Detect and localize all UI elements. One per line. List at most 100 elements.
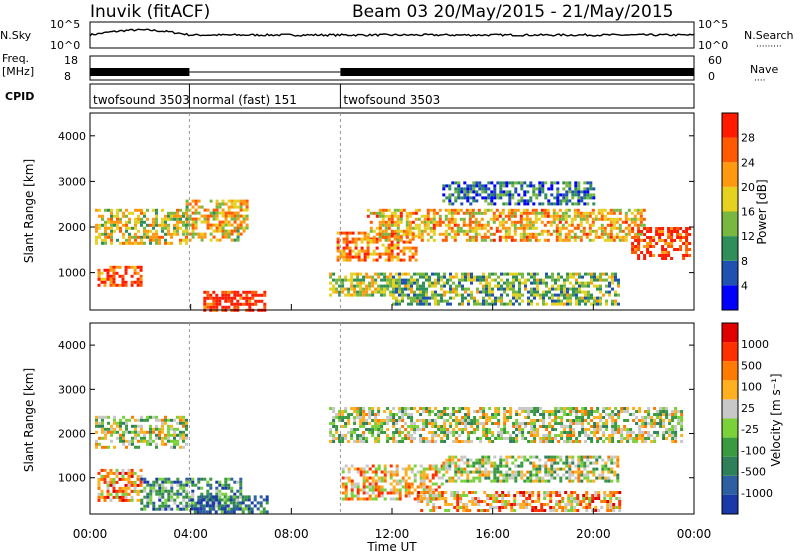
echo-cell [543, 503, 547, 506]
echo-cell [463, 181, 467, 185]
echo-cell [425, 440, 429, 443]
echo-cell [635, 416, 639, 419]
echo-cell [118, 495, 122, 499]
echo-cell [506, 419, 510, 422]
echo-cell [428, 296, 431, 300]
echo-cell [196, 507, 200, 511]
echo-cell [193, 507, 197, 511]
echo-cell [478, 461, 482, 465]
echo-cell [587, 290, 590, 294]
echo-cell [474, 503, 478, 506]
echo-cell [124, 280, 128, 284]
echo-cell [534, 509, 538, 512]
echo-cell [577, 473, 581, 477]
echo-cell [504, 214, 508, 218]
echo-cell [537, 238, 541, 242]
echo-cell [534, 214, 538, 218]
echo-cell [658, 236, 662, 239]
echo-cell [441, 497, 445, 500]
echo-cell [107, 226, 110, 230]
echo-cell [512, 284, 515, 288]
echo-cell [428, 431, 432, 434]
echo-cell [569, 428, 573, 431]
echo-cell [595, 461, 599, 465]
echo-cell [146, 418, 149, 422]
echo-cell [359, 278, 363, 282]
echo-cell [580, 473, 584, 477]
echo-cell [392, 497, 396, 501]
echo-cell [609, 232, 613, 236]
echo-cell [251, 302, 255, 306]
echo-cell [536, 281, 539, 285]
echo-cell [614, 290, 617, 294]
echo-cell [245, 208, 249, 212]
echo-cell [263, 293, 267, 297]
echo-cell [429, 226, 433, 230]
echo-cell [236, 211, 240, 215]
echo-cell [362, 410, 366, 413]
echo-cell [642, 217, 646, 221]
echo-cell [140, 211, 143, 215]
echo-cell [618, 217, 622, 221]
echo-cell [671, 425, 675, 428]
colorbar-tick-label: -500 [741, 466, 766, 479]
echo-cell [564, 238, 568, 242]
echo-cell [444, 238, 448, 242]
echo-cell [505, 190, 509, 194]
echo-cell [671, 410, 675, 413]
echo-cell [101, 214, 104, 218]
echo-cell [641, 422, 645, 425]
echo-cell [365, 440, 369, 443]
echo-cell [518, 290, 521, 294]
echo-cell [562, 187, 566, 191]
echo-cell [596, 428, 600, 431]
echo-cell [553, 458, 557, 462]
echo-cell [345, 234, 349, 238]
echo-cell [410, 290, 413, 294]
echo-cell [443, 272, 446, 276]
echo-cell [416, 428, 420, 431]
echo-cell [426, 497, 430, 500]
echo-cell [401, 431, 405, 434]
echo-cell [584, 290, 587, 294]
echo-cell [574, 193, 578, 197]
echo-cell [559, 455, 563, 459]
echo-cell [377, 284, 381, 288]
echo-cell [448, 464, 452, 468]
echo-cell [554, 410, 558, 413]
echo-cell [161, 486, 165, 490]
echo-cell [238, 501, 242, 505]
echo-cell [566, 299, 569, 303]
echo-cell [488, 290, 491, 294]
echo-cell [139, 283, 143, 287]
echo-cell [554, 419, 558, 422]
echo-cell [530, 287, 533, 291]
echo-cell [140, 235, 143, 239]
echo-cell [350, 407, 354, 410]
echo-cell [221, 305, 225, 309]
echo-cell [434, 482, 438, 486]
echo-cell [671, 440, 675, 443]
echo-cell [413, 497, 417, 501]
echo-cell [250, 507, 254, 511]
echo-cell [560, 293, 563, 297]
echo-cell [434, 299, 437, 303]
echo-cell [139, 483, 143, 487]
echo-cell [410, 302, 413, 306]
echo-cell [501, 491, 505, 494]
echo-cell [535, 187, 539, 191]
echo-cell [617, 416, 621, 419]
echo-cell [620, 437, 624, 440]
echo-cell [341, 485, 345, 489]
echo-cell [503, 419, 507, 422]
echo-cell [185, 217, 189, 221]
echo-cell [469, 464, 473, 468]
echo-cell [407, 287, 410, 291]
echo-cell [410, 491, 414, 495]
echo-cell [587, 410, 591, 413]
echo-cell [482, 278, 485, 282]
echo-cell [422, 425, 426, 428]
echo-cell [374, 482, 378, 486]
echo-cell [155, 507, 159, 511]
echo-cell [143, 504, 147, 508]
